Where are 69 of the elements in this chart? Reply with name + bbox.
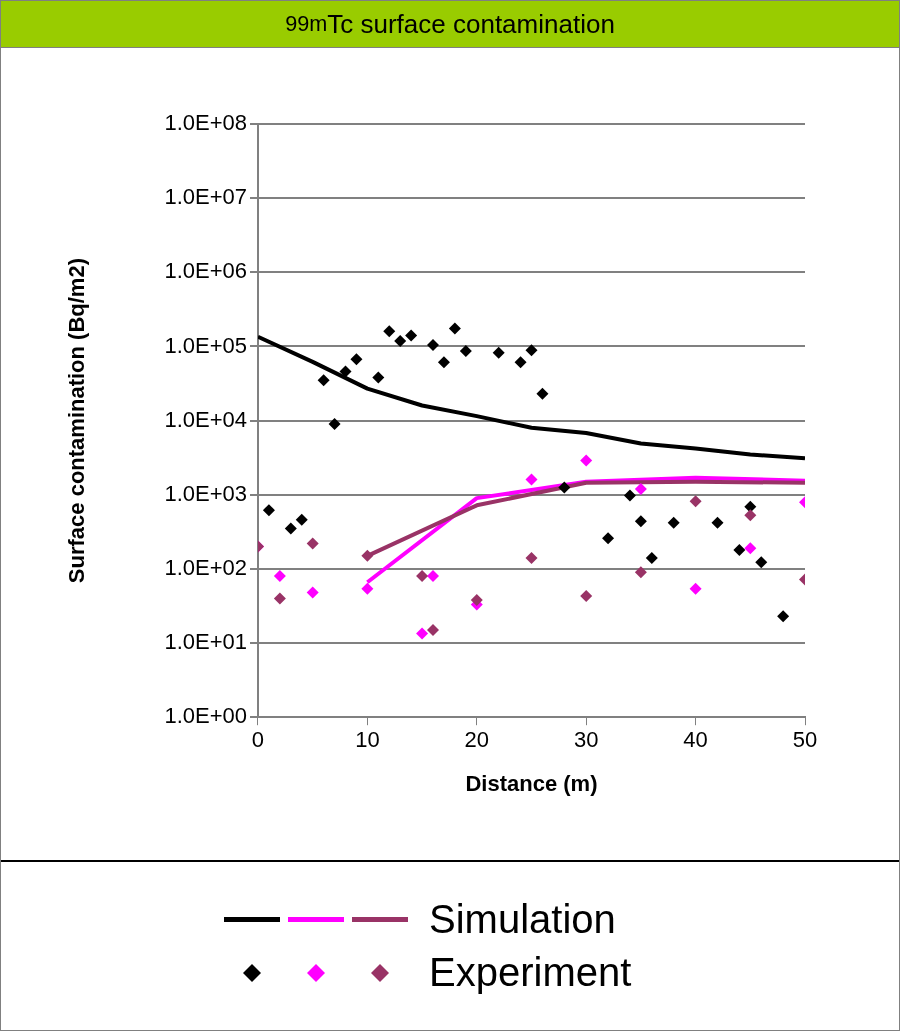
point <box>667 516 680 529</box>
x-axis-title: Distance (m) <box>465 770 598 796</box>
point <box>492 346 505 359</box>
point <box>689 495 702 508</box>
y-axis-title: Surface contamination (Bq/m2) <box>64 258 90 584</box>
y-tick-label: 1.0E+02 <box>164 554 247 580</box>
y-tick-label: 1.0E+08 <box>164 110 247 136</box>
point <box>416 570 429 583</box>
point <box>623 489 636 502</box>
point <box>437 356 450 369</box>
point <box>580 590 593 603</box>
point <box>777 610 790 623</box>
point <box>350 353 363 366</box>
point <box>372 371 385 384</box>
point <box>416 627 429 640</box>
point <box>634 515 647 528</box>
point <box>405 329 418 342</box>
legend-label: Experiment <box>429 950 633 995</box>
point <box>361 582 374 595</box>
point <box>514 356 527 369</box>
point <box>273 592 286 605</box>
y-tick-label: 1.0E+03 <box>164 480 247 506</box>
y-tick-label: 1.0E+05 <box>164 332 247 358</box>
point <box>448 322 461 335</box>
point <box>689 582 702 595</box>
y-tick-label: 1.0E+01 <box>164 629 247 655</box>
point <box>755 556 768 569</box>
point <box>262 504 275 517</box>
point <box>558 481 571 494</box>
point <box>733 543 746 556</box>
point <box>744 509 757 522</box>
point <box>273 570 286 583</box>
point <box>361 549 374 562</box>
point <box>383 325 396 338</box>
point <box>317 374 330 387</box>
point <box>427 570 440 583</box>
x-tick-label: 0 <box>251 727 265 753</box>
point <box>284 522 297 535</box>
point <box>525 473 538 486</box>
point <box>580 454 593 467</box>
x-tick-label: 10 <box>355 727 380 753</box>
y-tick-label: 1.0E+04 <box>164 406 247 432</box>
point <box>295 513 308 526</box>
x-tick-label: 30 <box>573 727 599 753</box>
point <box>525 552 538 565</box>
point <box>339 365 352 378</box>
point <box>744 542 757 555</box>
point <box>427 623 440 636</box>
point <box>394 335 407 348</box>
y-tick-label: 1.0E+07 <box>164 184 247 210</box>
y-tick-label: 1.0E+06 <box>164 258 247 284</box>
point <box>306 537 319 550</box>
point <box>645 552 658 565</box>
point <box>459 344 472 357</box>
point <box>634 482 647 495</box>
x-tick-label: 20 <box>464 727 490 753</box>
point <box>602 532 615 545</box>
legend-label: Simulation <box>429 897 617 942</box>
x-tick-label: 50 <box>792 727 818 753</box>
y-tick-label: 1.0E+00 <box>164 703 247 729</box>
point <box>525 344 538 357</box>
point <box>634 566 647 579</box>
x-tick-label: 40 <box>683 727 708 753</box>
point <box>427 338 440 351</box>
point <box>306 586 319 599</box>
point <box>536 387 549 400</box>
point <box>328 417 341 430</box>
point <box>711 516 724 529</box>
point <box>470 594 483 607</box>
